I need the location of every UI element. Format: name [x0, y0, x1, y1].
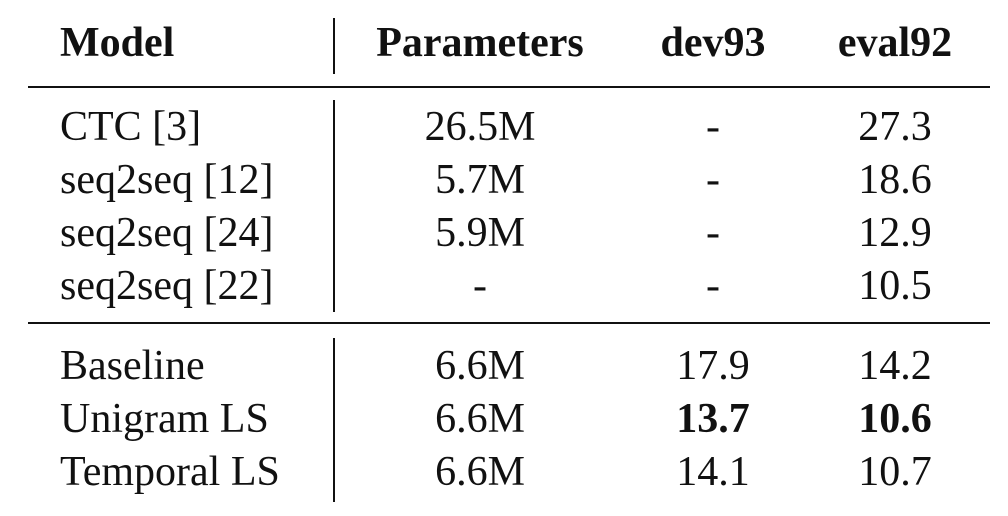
header-eval92: eval92 [837, 20, 953, 66]
row-model: seq2seq [24] [60, 210, 274, 256]
row-parameters: 6.6M [435, 343, 525, 389]
row-parameters: 5.9M [435, 210, 525, 256]
row-dev93: - [706, 210, 720, 256]
row-dev93: - [706, 104, 720, 150]
row-dev93: 14.1 [676, 449, 750, 495]
group-rule [28, 322, 990, 324]
row-eval92: 14.2 [858, 343, 932, 389]
header-model: Model [60, 20, 175, 66]
row-eval92: 27.3 [858, 104, 932, 150]
row-eval92: 18.6 [858, 157, 932, 203]
row-model: Baseline [60, 343, 205, 389]
row-model: Temporal LS [60, 449, 280, 495]
row-eval92: 10.5 [858, 263, 932, 309]
row-parameters: 26.5M [424, 104, 536, 150]
vertical-rule-header [333, 18, 335, 74]
vertical-rule-group2 [333, 338, 335, 502]
row-model: Unigram LS [60, 396, 269, 442]
row-dev93: 17.9 [676, 343, 750, 389]
row-parameters: - [473, 263, 487, 309]
row-eval92: 10.7 [858, 449, 932, 495]
row-dev93-best: 13.7 [676, 396, 750, 442]
header-dev93: dev93 [660, 20, 766, 66]
row-parameters: 6.6M [435, 396, 525, 442]
row-eval92-best: 10.6 [858, 396, 932, 442]
vertical-rule-group1 [333, 100, 335, 312]
header-rule [28, 86, 990, 88]
row-eval92: 12.9 [858, 210, 932, 256]
row-model: seq2seq [22] [60, 263, 274, 309]
row-parameters: 5.7M [435, 157, 525, 203]
header-parameters: Parameters [376, 20, 584, 66]
row-dev93: - [706, 263, 720, 309]
row-model: seq2seq [12] [60, 157, 274, 203]
row-parameters: 6.6M [435, 449, 525, 495]
row-model: CTC [3] [60, 104, 202, 150]
row-dev93: - [706, 157, 720, 203]
